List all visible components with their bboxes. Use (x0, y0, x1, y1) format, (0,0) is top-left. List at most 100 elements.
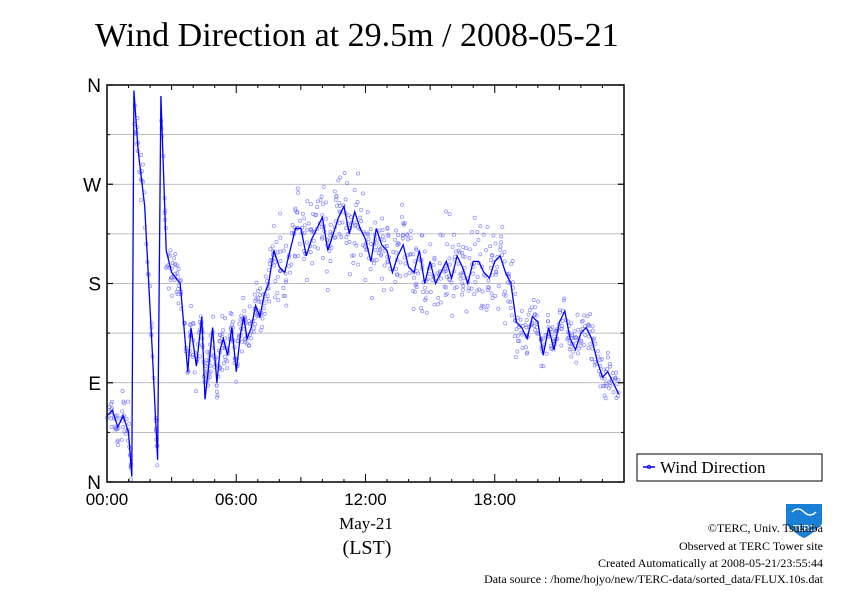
data-point (469, 230, 474, 235)
data-point (318, 198, 323, 203)
data-point (478, 224, 483, 229)
data-point (228, 310, 233, 315)
data-point (273, 279, 278, 284)
data-point (588, 312, 593, 317)
data-point (223, 357, 228, 362)
data-point (408, 235, 413, 240)
data-point (271, 223, 276, 228)
data-point (456, 248, 461, 253)
data-point (467, 286, 471, 291)
data-point (432, 257, 437, 262)
data-point (414, 285, 419, 290)
data-point (170, 261, 175, 266)
data-point (502, 259, 507, 264)
data-point (262, 312, 267, 316)
data-point (568, 345, 573, 349)
data-point (109, 425, 114, 429)
data-point (549, 346, 554, 351)
data-point (230, 319, 235, 324)
data-point (400, 202, 404, 207)
data-point (223, 316, 228, 321)
data-point (615, 381, 620, 386)
data-point (582, 313, 587, 318)
data-point (396, 241, 401, 245)
data-point (276, 298, 281, 303)
data-point (396, 233, 400, 237)
data-point (296, 190, 301, 195)
data-point (220, 367, 225, 372)
data-point (124, 416, 129, 421)
data-point (509, 261, 514, 266)
data-point (583, 333, 588, 337)
data-point (380, 216, 385, 221)
data-point (297, 218, 302, 223)
data-point (424, 310, 429, 315)
data-point (438, 300, 443, 305)
data-point (221, 361, 226, 366)
data-point (140, 162, 145, 167)
data-point (489, 291, 494, 296)
data-point (310, 261, 315, 266)
data-point (456, 242, 461, 247)
data-point (175, 274, 180, 279)
terc-logo: TERC (786, 504, 822, 538)
data-point (608, 364, 613, 369)
data-point (496, 284, 501, 289)
data-point (116, 438, 121, 443)
data-point (328, 233, 333, 238)
data-point (560, 319, 565, 324)
data-point (582, 342, 587, 347)
data-point (302, 256, 307, 261)
data-point (305, 199, 310, 204)
data-point (252, 292, 257, 297)
data-point (385, 226, 390, 231)
data-point (616, 377, 621, 382)
legend-label: Wind Direction (660, 458, 766, 477)
data-point (351, 261, 356, 265)
data-point (577, 346, 581, 351)
data-point (229, 312, 234, 316)
data-point (108, 416, 113, 421)
data-point (348, 215, 353, 220)
data-point (169, 293, 174, 298)
data-point (423, 285, 427, 290)
data-point (421, 289, 425, 294)
data-point (380, 276, 384, 281)
data-point (198, 354, 202, 359)
y-tick-label: S (88, 275, 101, 296)
data-point (412, 289, 417, 294)
data-point (572, 329, 577, 334)
data-point (373, 247, 378, 252)
data-point (172, 256, 177, 261)
data-point (368, 267, 373, 272)
data-point (281, 286, 286, 290)
data-point (211, 314, 216, 319)
data-point (408, 252, 412, 257)
data-point (437, 261, 442, 266)
data-point (281, 248, 286, 253)
data-point (198, 314, 203, 319)
data-point (443, 269, 448, 273)
data-point (493, 294, 498, 298)
y-axis: N E S W N (83, 76, 624, 494)
data-point (354, 243, 359, 248)
data-point (460, 292, 465, 297)
data-point (123, 431, 128, 436)
data-point (494, 270, 499, 275)
data-point (601, 384, 606, 388)
data-point (588, 342, 593, 347)
x-axis-label: May-21 (339, 514, 393, 533)
data-point (427, 271, 432, 276)
data-point (464, 246, 469, 251)
data-point (423, 296, 428, 301)
data-point (179, 278, 183, 283)
data-point (450, 313, 455, 318)
x-tick-label: 18:00 (473, 490, 516, 509)
data-point (601, 367, 606, 372)
data-point (607, 362, 612, 366)
data-point (359, 207, 363, 212)
data-point (189, 333, 194, 338)
data-point (302, 223, 307, 228)
data-point (461, 284, 466, 288)
data-point (110, 399, 114, 404)
